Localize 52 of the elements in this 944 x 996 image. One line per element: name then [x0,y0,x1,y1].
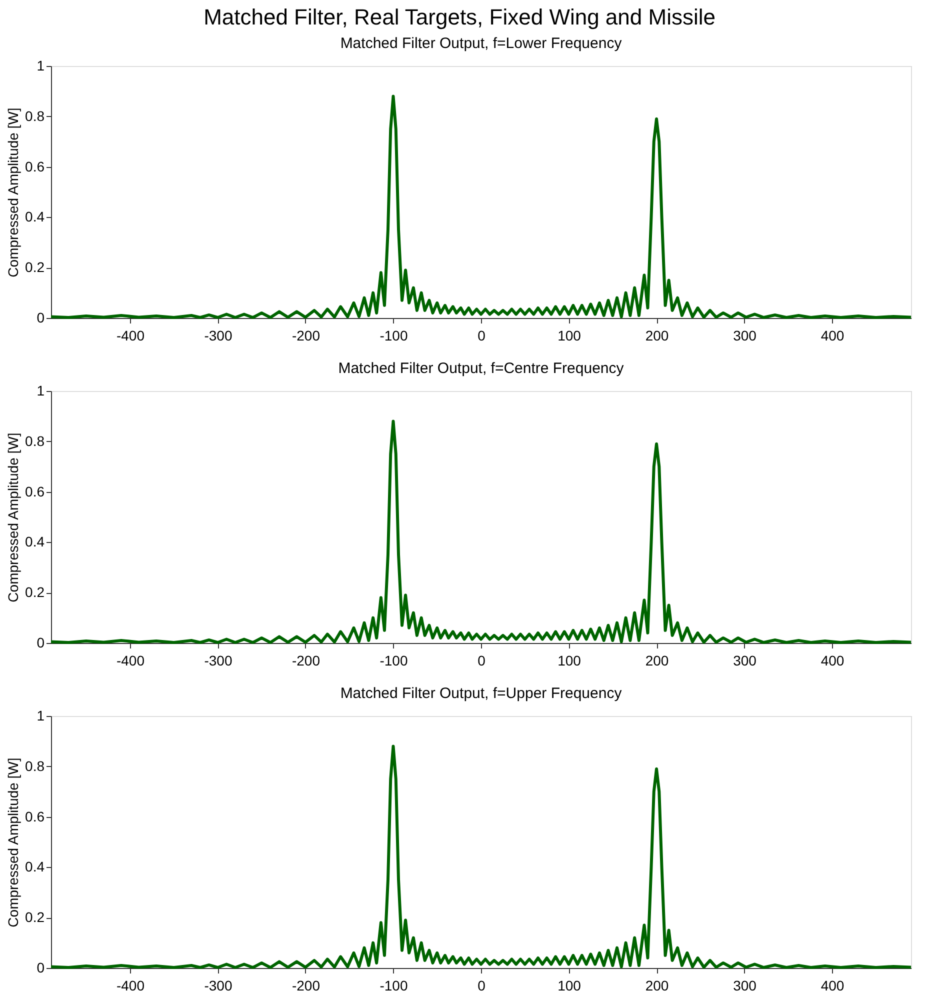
chart-title: Matched Filter Output, f=Upper Frequency [340,685,622,702]
chart-subtitle: Matched Filter Output, f=Lower Frequency [340,35,622,52]
y-tick-label: 0 [36,310,45,326]
x-tick-label: -300 [204,652,232,668]
y-tick-label: 0.2 [25,909,45,926]
x-tick-label: -400 [116,978,145,994]
y-tick-label: 0 [36,634,45,650]
y-axis-title: Compressed Amplitude [W] [5,758,22,928]
x-tick-label: -100 [380,328,408,344]
x-tick-label: 200 [645,652,669,668]
chart-title: Matched Filter, Real Targets, Fixed Wing and Missile [204,4,716,30]
chart-title: Matched Filter Output, f=Centre Frequency [338,360,624,377]
x-tick-label: 100 [558,978,582,994]
x-tick-label: -400 [116,652,145,668]
x-tick-label: 100 [558,328,582,344]
x-tick-label: -200 [292,652,320,668]
y-tick-label: 0.2 [25,584,45,600]
y-tick-label: 1 [36,382,45,398]
x-tick-label: -400 [116,328,145,344]
y-tick-label: 1 [36,58,45,74]
x-tick-label: -300 [204,328,232,344]
x-tick-label: 300 [733,978,757,994]
y-tick-label: 0.8 [25,108,45,124]
x-tick-label: 400 [820,978,844,994]
y-tick-label: 0.6 [25,483,45,500]
y-tick-label: 0.2 [25,259,45,276]
x-tick-label: 0 [478,652,486,668]
x-tick-label: -300 [204,978,232,994]
x-tick-label: 200 [645,978,669,994]
x-tick-label: 300 [733,328,757,344]
x-tick-label: -200 [292,978,320,994]
x-tick-label: -100 [380,652,408,668]
y-axis-title: Compressed Amplitude [W] [5,108,22,278]
y-tick-label: 0.8 [25,432,45,449]
x-tick-label: 0 [478,978,486,994]
x-tick-label: -100 [380,978,408,994]
y-axis-title: Compressed Amplitude [W] [5,432,22,602]
y-tick-label: 0.4 [25,208,45,225]
y-tick-label: 0 [36,960,45,976]
y-tick-label: 0.6 [25,808,45,824]
y-tick-label: 1 [36,708,45,724]
x-tick-label: 200 [645,328,669,344]
x-tick-label: 400 [820,652,844,668]
x-tick-label: 0 [478,328,486,344]
y-tick-label: 0.6 [25,158,45,174]
y-tick-label: 0.8 [25,758,45,774]
x-tick-label: -200 [292,328,320,344]
y-tick-label: 0.4 [25,858,45,875]
y-tick-label: 0.4 [25,534,45,550]
x-tick-label: 300 [733,652,757,668]
x-tick-label: 400 [820,328,844,344]
x-tick-label: 100 [558,652,582,668]
